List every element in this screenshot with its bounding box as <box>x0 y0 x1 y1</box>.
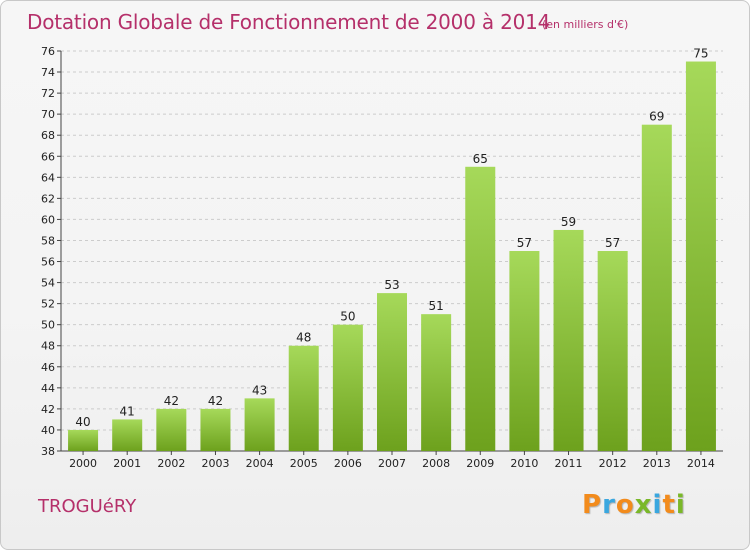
chart-subtitle: (en milliers d'€) <box>542 18 629 31</box>
y-tick-label: 54 <box>41 277 55 290</box>
value-label: 69 <box>649 110 664 124</box>
y-tick-label: 38 <box>41 445 55 458</box>
bar-2005 <box>288 345 319 451</box>
value-label: 42 <box>164 394 179 408</box>
y-tick-label: 46 <box>41 361 55 374</box>
labels: 40 2000 41 2001 42 2002 42 2003 43 2004 48 2005 50 20… <box>69 47 715 470</box>
y-tick-label: 52 <box>41 298 55 311</box>
logo-letter: P <box>582 490 603 520</box>
bar-2004 <box>244 398 275 451</box>
value-label: 65 <box>473 152 488 166</box>
bar-2007 <box>376 293 408 451</box>
y-tick-label: 68 <box>41 129 55 142</box>
logo-letter: i <box>652 490 663 520</box>
bar-2002 <box>156 408 187 451</box>
x-tick-label: 2002 <box>157 457 185 470</box>
logo-letter: o <box>615 490 635 520</box>
logo-letter: t <box>662 490 676 520</box>
logo-letter: i <box>675 490 686 520</box>
y-tick-label: 40 <box>41 424 55 437</box>
x-tick-label: 2006 <box>334 457 362 470</box>
y-tick-label: 56 <box>41 256 55 269</box>
value-label: 51 <box>428 299 443 313</box>
x-tick-label: 2003 <box>201 457 229 470</box>
y-tick-label: 66 <box>41 150 55 163</box>
y-tick-label: 76 <box>41 45 55 58</box>
x-tick-label: 2012 <box>599 457 627 470</box>
town-name: TROGUéRY <box>38 496 137 517</box>
y-tick-label: 70 <box>41 108 55 121</box>
bar-2008 <box>421 314 452 451</box>
bar-2006 <box>332 324 363 451</box>
y-tick-label: 64 <box>41 171 55 184</box>
x-tick-label: 2008 <box>422 457 450 470</box>
value-label: 42 <box>208 394 223 408</box>
x-tick-label: 2010 <box>510 457 538 470</box>
bar-2012 <box>597 251 628 451</box>
x-tick-label: 2009 <box>466 457 494 470</box>
y-tick-label: 44 <box>41 382 55 395</box>
value-label: 57 <box>517 236 532 250</box>
bar-2000 <box>68 429 99 451</box>
bar-2014 <box>685 61 716 452</box>
y-tick-label: 58 <box>41 234 55 247</box>
logo-letter: x <box>634 490 653 520</box>
proxiti-logo: Proxiti <box>582 490 686 520</box>
x-tick-label: 2011 <box>555 457 583 470</box>
bar-2013 <box>641 124 672 452</box>
value-label: 50 <box>340 310 355 324</box>
x-tick-label: 2007 <box>378 457 406 470</box>
bars <box>68 61 716 452</box>
y-tick-label: 48 <box>41 340 55 353</box>
value-label: 41 <box>120 404 135 418</box>
x-tick-label: 2001 <box>113 457 141 470</box>
logo-letter: r <box>602 490 616 520</box>
y-tick-label: 74 <box>41 66 55 79</box>
bar-2009 <box>465 166 496 451</box>
x-tick-label: 2004 <box>246 457 274 470</box>
value-label: 59 <box>561 215 576 229</box>
x-tick-label: 2005 <box>290 457 318 470</box>
y-tick-label: 62 <box>41 192 55 205</box>
y-tick-label: 50 <box>41 319 55 332</box>
x-tick-label: 2014 <box>687 457 715 470</box>
value-label: 75 <box>693 47 708 61</box>
bar-2010 <box>509 251 540 451</box>
y-tick-label: 60 <box>41 213 55 226</box>
y-tick-label: 72 <box>41 87 55 100</box>
value-label: 57 <box>605 236 620 250</box>
bar-2011 <box>553 229 584 451</box>
x-tick-label: 2013 <box>643 457 671 470</box>
value-label: 48 <box>296 331 311 345</box>
bar-2001 <box>112 419 143 451</box>
value-label: 43 <box>252 383 267 397</box>
bar-2003 <box>200 408 231 451</box>
chart-title: Dotation Globale de Fonctionnement de 20… <box>27 10 551 34</box>
x-tick-label: 2000 <box>69 457 97 470</box>
value-label: 40 <box>75 415 90 429</box>
y-tick-label: 42 <box>41 403 55 416</box>
value-label: 53 <box>384 278 399 292</box>
